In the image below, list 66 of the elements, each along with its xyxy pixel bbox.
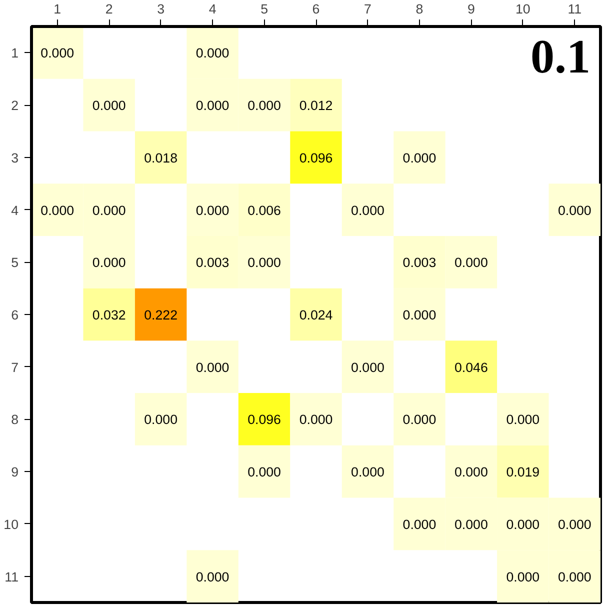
data-label: 0.000 <box>402 308 436 322</box>
data-label: 0.000 <box>351 464 384 480</box>
data-label: 0.000 <box>351 202 384 218</box>
data-label: 0.000 <box>196 98 230 114</box>
data-label: 0.000 <box>506 516 540 532</box>
data-label: 0.000 <box>40 46 74 61</box>
data-label: 0.000 <box>402 150 436 166</box>
y-tick-label: 1 <box>11 46 19 61</box>
data-label: 0.000 <box>558 569 592 584</box>
x-tick-label: 8 <box>416 2 424 16</box>
data-label: 0.000 <box>402 516 436 532</box>
data-label: 0.000 <box>144 412 178 428</box>
data-label: 0.032 <box>92 308 126 322</box>
x-tick-label: 1 <box>54 2 62 16</box>
y-tick-label: 11 <box>4 569 19 584</box>
y-tick-label: 6 <box>11 308 19 322</box>
data-label: 0.024 <box>299 308 334 322</box>
data-label: 0.000 <box>196 46 230 61</box>
y-tick-label: 8 <box>11 412 19 428</box>
data-label: 0.000 <box>196 202 230 218</box>
data-label: 0.003 <box>196 255 230 270</box>
data-label: 0.000 <box>402 412 436 428</box>
data-label: 0.000 <box>92 202 126 218</box>
y-tick-label: 4 <box>11 202 20 218</box>
y-tick-label: 3 <box>11 150 19 166</box>
data-label: 0.000 <box>558 516 592 532</box>
data-label: 0.000 <box>506 569 540 584</box>
data-label: 0.000 <box>558 202 592 218</box>
data-label: 0.000 <box>248 98 281 114</box>
data-label: 0.000 <box>196 360 230 375</box>
x-tick-label: 10 <box>515 2 530 16</box>
data-label: 0.018 <box>144 150 178 166</box>
x-tick-label: 7 <box>364 2 372 16</box>
data-label: 0.000 <box>248 255 281 270</box>
x-tick-label: 2 <box>105 2 113 16</box>
data-label: 0.012 <box>299 98 333 114</box>
data-label: 0.046 <box>454 360 488 375</box>
x-tick-label: 3 <box>157 2 165 16</box>
y-tick-label: 10 <box>4 516 19 532</box>
data-label: 0.000 <box>454 255 488 270</box>
data-label: 0.006 <box>248 202 281 218</box>
data-label: 0.000 <box>299 412 333 428</box>
data-label: 0.000 <box>351 360 384 375</box>
data-label: 0.003 <box>402 255 436 270</box>
y-tick-label: 5 <box>11 255 19 270</box>
y-tick-label: 2 <box>11 98 19 114</box>
y-tick-label: 7 <box>11 360 19 375</box>
data-label: 0.096 <box>299 150 333 166</box>
data-label: 0.000 <box>196 569 230 584</box>
x-tick-label: 4 <box>208 2 217 16</box>
data-label: 0.000 <box>92 255 126 270</box>
data-label: 0.000 <box>92 98 126 114</box>
x-tick-label: 11 <box>568 2 582 16</box>
x-tick-label: 9 <box>467 2 475 16</box>
data-label: 0.000 <box>454 464 488 480</box>
y-tick-label: 9 <box>11 464 19 480</box>
data-label: 0.096 <box>248 412 281 428</box>
data-label: 0.000 <box>506 412 540 428</box>
annotation: 0.1 <box>530 30 590 84</box>
x-tick-label: 5 <box>260 2 268 16</box>
data-label: 0.019 <box>506 464 540 480</box>
x-tick-label: 6 <box>312 2 320 16</box>
data-label: 0.222 <box>144 308 178 322</box>
data-label: 0.000 <box>248 464 281 480</box>
data-label: 0.000 <box>40 202 74 218</box>
data-label: 0.000 <box>454 516 488 532</box>
